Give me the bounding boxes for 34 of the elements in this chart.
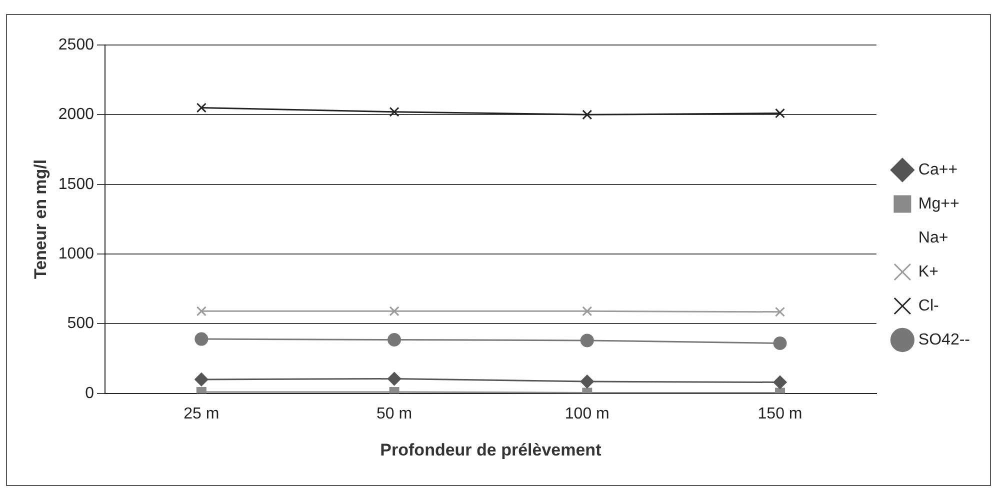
point xyxy=(582,110,592,120)
legend-label: Mg++ xyxy=(918,195,960,212)
point xyxy=(773,376,787,389)
point xyxy=(580,334,594,348)
point xyxy=(582,306,592,316)
legend-label: K+ xyxy=(918,263,938,280)
point xyxy=(388,332,402,346)
x-tick-label: 150 m xyxy=(758,405,802,422)
x-tick-label: 25 m xyxy=(184,405,220,422)
legend-label: Ca++ xyxy=(918,161,958,178)
y-tick-label: 2500 xyxy=(58,36,94,54)
point xyxy=(389,106,400,117)
point xyxy=(580,374,594,388)
x-tick-label: 50 m xyxy=(376,405,412,422)
y-tick-label: 500 xyxy=(67,315,94,332)
x-tick-label: 100 m xyxy=(564,405,610,422)
y-tick-label: 1500 xyxy=(58,176,94,193)
y-tick-label: 2000 xyxy=(58,106,94,124)
legend-label: Cl- xyxy=(918,297,939,314)
point xyxy=(775,306,785,317)
point xyxy=(194,372,208,386)
x-axis-title: Profondeur de prélèvement xyxy=(380,440,602,460)
point xyxy=(389,306,400,316)
point xyxy=(773,336,787,350)
text: Na+ xyxy=(918,229,948,246)
legend-label: SO42-- xyxy=(918,331,970,348)
point xyxy=(194,332,208,346)
y-tick-label: 1000 xyxy=(58,245,94,262)
point xyxy=(196,306,206,316)
y-tick-label: 0 xyxy=(85,384,94,402)
y-axis-title: Teneur en mg/l xyxy=(30,159,50,280)
point xyxy=(196,102,206,113)
point xyxy=(775,108,785,118)
point xyxy=(388,372,402,386)
